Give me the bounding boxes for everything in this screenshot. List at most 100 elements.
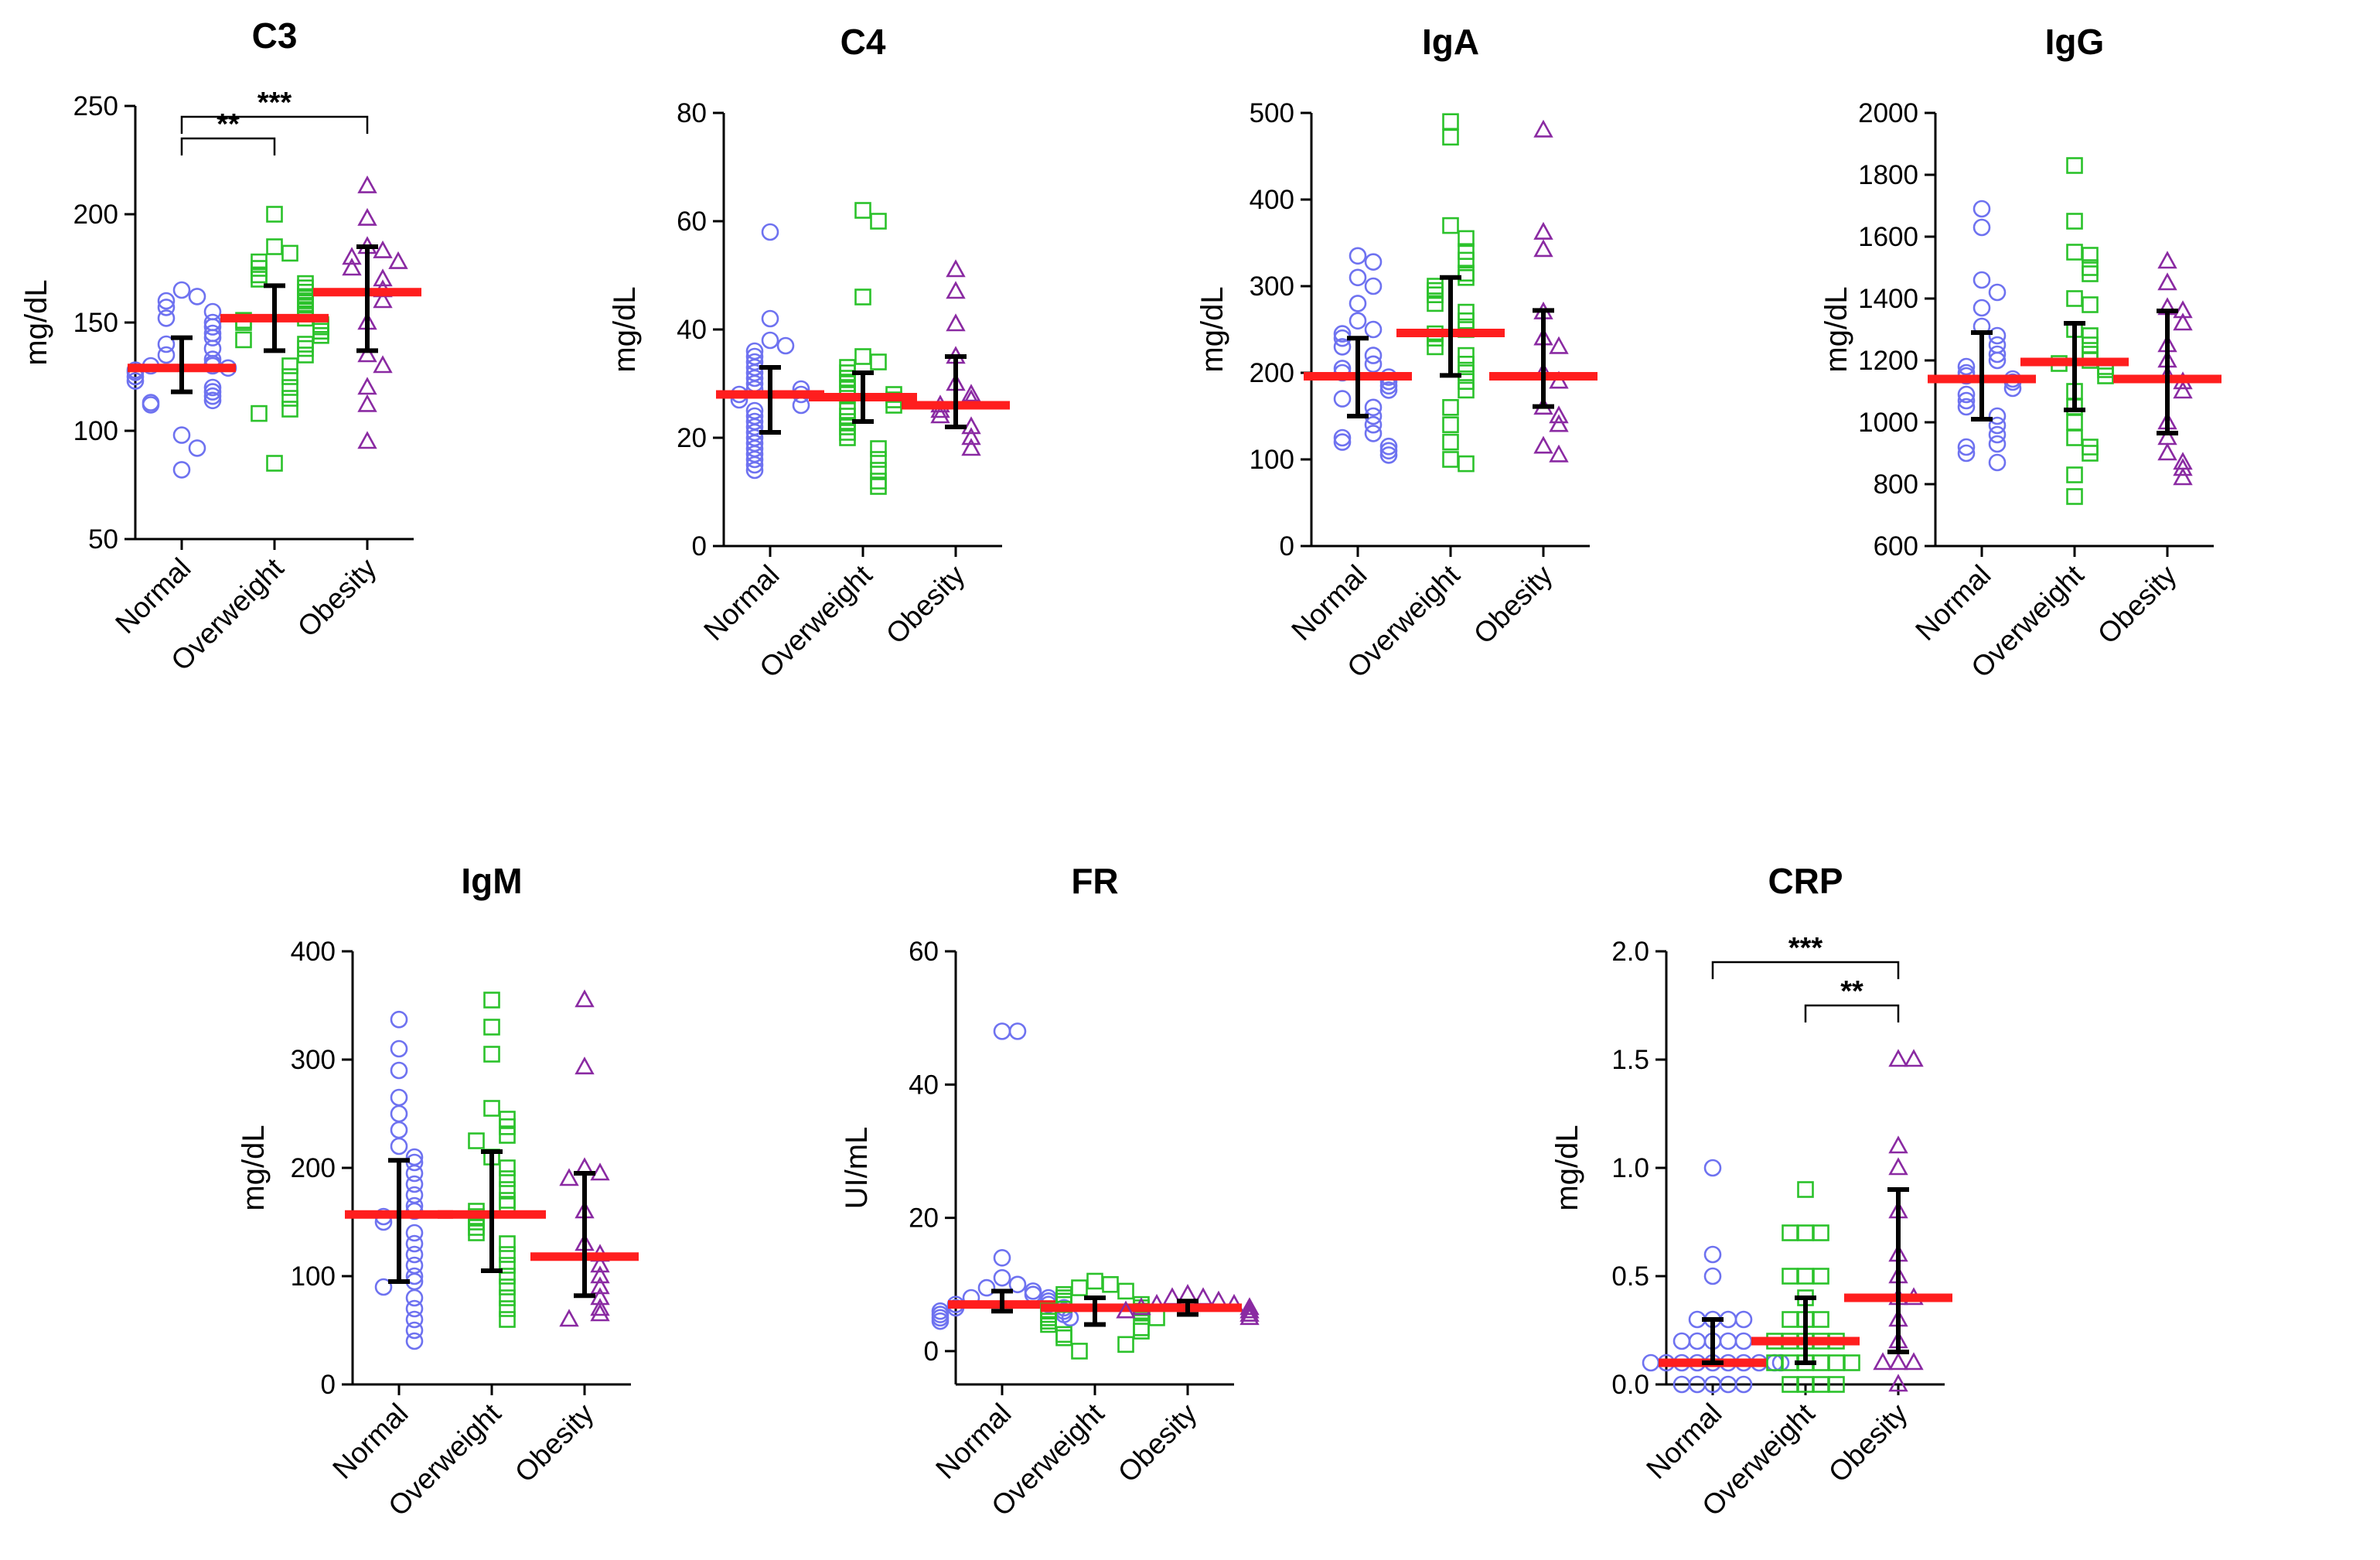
- data-point: [1442, 398, 1459, 416]
- data-point: [388, 251, 408, 269]
- data-point: [1888, 1374, 1908, 1392]
- data-point: [590, 1254, 610, 1273]
- data-point: [930, 405, 950, 424]
- y-tick-label: 0: [321, 1370, 336, 1400]
- y-tick-label: 60: [677, 207, 707, 237]
- data-point: [281, 379, 298, 396]
- data-point: [390, 1137, 408, 1155]
- data-point: [745, 450, 764, 469]
- data-point: [1239, 1297, 1260, 1316]
- data-point: [839, 424, 856, 441]
- data-point: [1364, 398, 1383, 417]
- y-tick-label: 20: [677, 423, 707, 453]
- data-point: [2082, 445, 2099, 462]
- data-point: [1239, 1303, 1260, 1322]
- data-point: [1843, 1354, 1860, 1371]
- data-point: [1734, 1310, 1753, 1329]
- data-point: [977, 1278, 996, 1297]
- category-label-obesity: Obesity: [1823, 1397, 1914, 1488]
- data-point: [1888, 1352, 1908, 1371]
- category-label-obesity: Obesity: [880, 558, 971, 650]
- data-point: [761, 223, 779, 241]
- data-point: [203, 318, 222, 336]
- data-point: [1533, 239, 1553, 258]
- data-point: [575, 1056, 595, 1075]
- data-point: [1333, 433, 1352, 451]
- data-point: [1703, 1245, 1722, 1264]
- data-point: [854, 202, 871, 219]
- data-point: [2082, 336, 2099, 353]
- category-label-normal: Normal: [326, 1398, 414, 1485]
- data-point: [499, 1170, 516, 1187]
- series-obesity: [1844, 1049, 1952, 1392]
- data-point: [1828, 1354, 1845, 1371]
- y-tick-label: 1600: [1858, 222, 1918, 252]
- data-point: [1888, 1157, 1908, 1176]
- data-point: [1239, 1307, 1260, 1326]
- data-point: [1988, 407, 2007, 425]
- series-normal: [716, 223, 824, 480]
- data-point: [342, 247, 362, 265]
- data-point: [203, 329, 222, 346]
- data-point: [1988, 425, 2007, 444]
- data-point: [342, 258, 362, 276]
- data-point: [2157, 251, 2177, 269]
- data-point: [2066, 213, 2083, 230]
- panel-title: C4: [841, 22, 886, 62]
- data-point: [142, 396, 160, 414]
- y-tick-label: 100: [291, 1261, 336, 1292]
- data-point: [1333, 390, 1352, 408]
- error-bar: [1533, 308, 1554, 409]
- series-normal: [931, 1022, 1079, 1330]
- data-point: [1071, 1279, 1088, 1296]
- data-point: [1442, 128, 1459, 146]
- y-tick-label: 2.0: [1611, 937, 1649, 967]
- data-point: [390, 1088, 408, 1107]
- data-point: [1055, 1326, 1072, 1343]
- data-point: [2157, 272, 2177, 291]
- data-point: [373, 268, 393, 287]
- data-point: [1703, 1267, 1722, 1285]
- data-point: [373, 290, 393, 309]
- data-point: [870, 213, 887, 230]
- data-point: [1427, 295, 1444, 312]
- data-point: [1957, 385, 1976, 404]
- data-point: [2157, 442, 2177, 461]
- y-tick-label: 150: [73, 308, 118, 338]
- data-point: [1148, 1309, 1165, 1326]
- data-point: [2082, 296, 2099, 313]
- data-point: [1364, 425, 1383, 442]
- data-point: [1349, 247, 1367, 265]
- data-point: [251, 271, 268, 288]
- data-point: [1988, 435, 2007, 453]
- data-point: [390, 1104, 408, 1123]
- series-obesity: [1116, 1284, 1260, 1326]
- data-point: [870, 440, 887, 457]
- error-bar: [481, 1149, 503, 1273]
- data-point: [1873, 1352, 1893, 1371]
- y-tick-label: 250: [73, 91, 118, 121]
- data-point: [1828, 1376, 1845, 1393]
- data-point: [931, 1312, 950, 1330]
- data-point: [590, 1265, 610, 1284]
- category-label-normal: Normal: [929, 1398, 1017, 1485]
- bracket-line: [1711, 961, 1900, 979]
- data-point: [761, 331, 779, 350]
- y-tick-label: 0.0: [1611, 1370, 1649, 1400]
- data-point: [1458, 230, 1475, 247]
- data-point: [2173, 467, 2193, 486]
- data-point: [297, 336, 314, 353]
- data-point: [1904, 1352, 1924, 1371]
- data-point: [1024, 1285, 1042, 1303]
- data-point: [281, 390, 298, 407]
- data-point: [499, 1181, 516, 1198]
- data-point: [499, 1192, 516, 1209]
- data-point: [961, 384, 981, 402]
- data-point: [203, 391, 222, 410]
- data-point: [590, 1298, 610, 1316]
- error-bar: [388, 1158, 410, 1284]
- data-point: [1349, 295, 1367, 312]
